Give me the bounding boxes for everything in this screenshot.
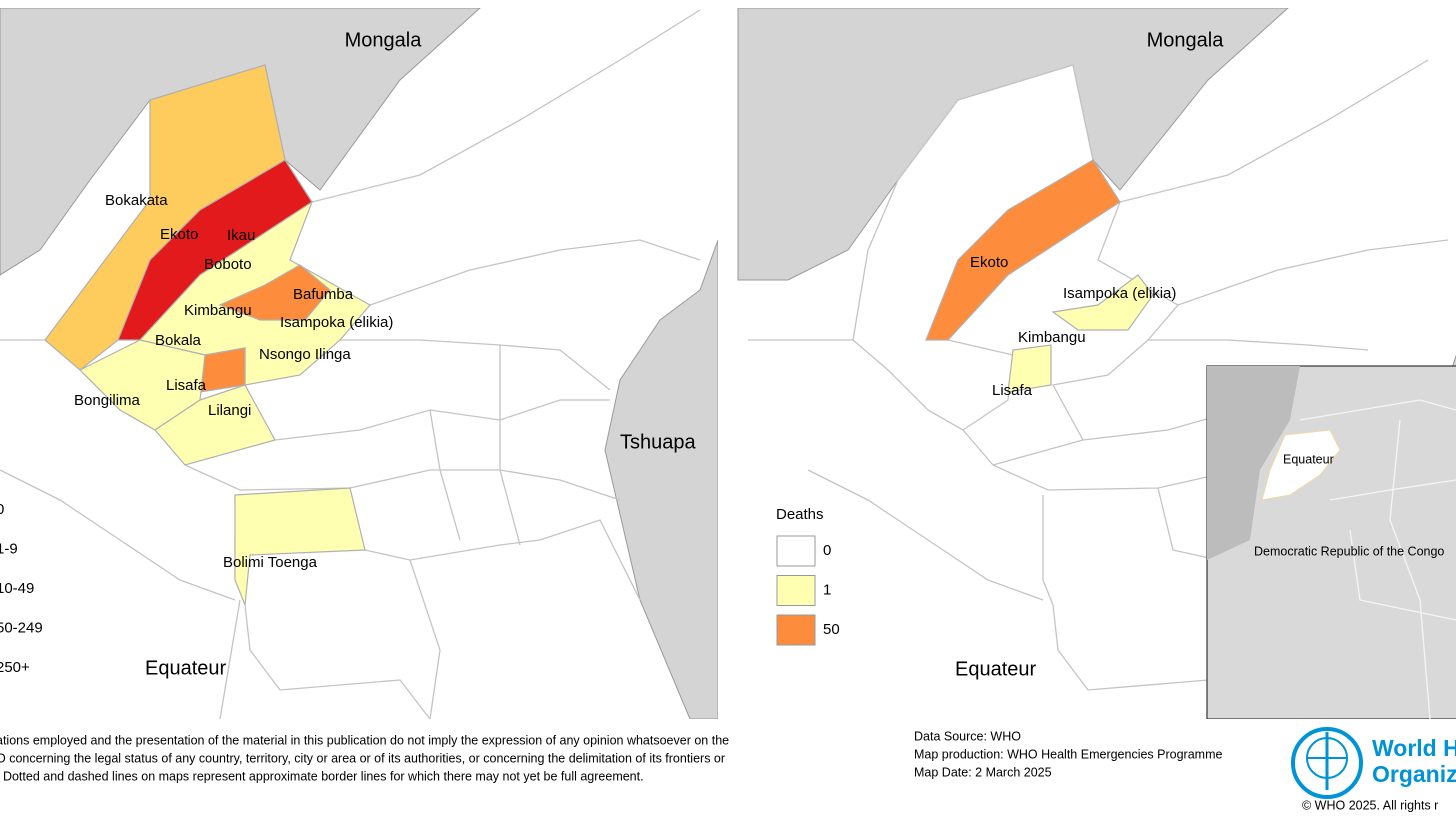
source: Map Date: 2 March 2025: [914, 765, 1052, 779]
legend-label: 250+: [0, 659, 30, 676]
inset-label: Equateur: [1283, 452, 1334, 466]
logo-text: Organiz: [1372, 761, 1456, 787]
region-label: Boboto: [204, 256, 252, 273]
region-label: Mongala: [345, 29, 423, 51]
region-label: Equateur: [955, 658, 1037, 680]
region-label: Bokala: [155, 332, 202, 349]
copyright: © WHO 2025. All rights r: [1302, 798, 1438, 812]
region-label: Kimbangu: [1018, 329, 1086, 346]
legend-title: Deaths: [776, 506, 824, 523]
left-map: Mongala Bokakata Ekoto Ikau Boboto Bafum…: [0, 8, 718, 719]
right-map: Mongala Ekoto Isampoka (elikia) Kimbangu…: [726, 8, 1456, 719]
legend-label: 50: [823, 621, 840, 638]
region-label: Lisafa: [992, 382, 1033, 399]
region-label: Bongilima: [74, 392, 141, 409]
region-label: Ekoto: [970, 254, 1008, 271]
legend-swatch: [776, 614, 816, 646]
region-label: Lilangi: [208, 402, 251, 419]
inset-map: Equateur Democratic Republic of the Cong…: [1206, 365, 1456, 719]
legend-label: 0: [823, 542, 831, 559]
source: Map production: WHO Health Emergencies P…: [914, 747, 1223, 761]
region-label: Equateur: [145, 657, 227, 679]
region-label: Ikau: [227, 227, 255, 244]
legend-label: 1: [823, 581, 831, 598]
region-label: Bolimi Toenga: [223, 554, 318, 571]
region-label: Kimbangu: [184, 302, 252, 319]
region-label: Ekoto: [160, 226, 198, 243]
legend-swatch: [776, 535, 816, 567]
disclaimer: . Dotted and dashed lines on maps repres…: [0, 769, 644, 783]
region-label: Bokakata: [105, 192, 168, 209]
who-logo: World H Organiz: [1291, 727, 1456, 799]
region-label: Mongala: [1147, 29, 1225, 51]
region-label: Isampoka (elikia): [280, 314, 393, 331]
legend-label: 50-249: [0, 619, 43, 636]
region-label: Bafumba: [293, 286, 354, 303]
legend-label: 10-49: [0, 580, 34, 597]
region-label: Isampoka (elikia): [1063, 285, 1176, 302]
legend-label: 1-9: [0, 540, 18, 557]
disclaimer: ations employed and the presentation of …: [0, 733, 729, 747]
region-label: Tshuapa: [620, 431, 696, 453]
disclaimer: O concerning the legal status of any cou…: [0, 751, 725, 765]
legend-label: 0: [0, 501, 4, 518]
legend-swatch: [776, 575, 816, 606]
source: Data Source: WHO: [914, 729, 1021, 743]
legend: 0 1 50: [776, 535, 840, 646]
region-label: Lisafa: [166, 377, 207, 394]
logo-text: World H: [1372, 735, 1456, 761]
legend: 0 1-9 10-49 50-249 250+: [0, 501, 43, 676]
region-label: Nsongo Ilinga: [259, 346, 351, 363]
inset-label: Democratic Republic of the Congo: [1254, 544, 1444, 558]
